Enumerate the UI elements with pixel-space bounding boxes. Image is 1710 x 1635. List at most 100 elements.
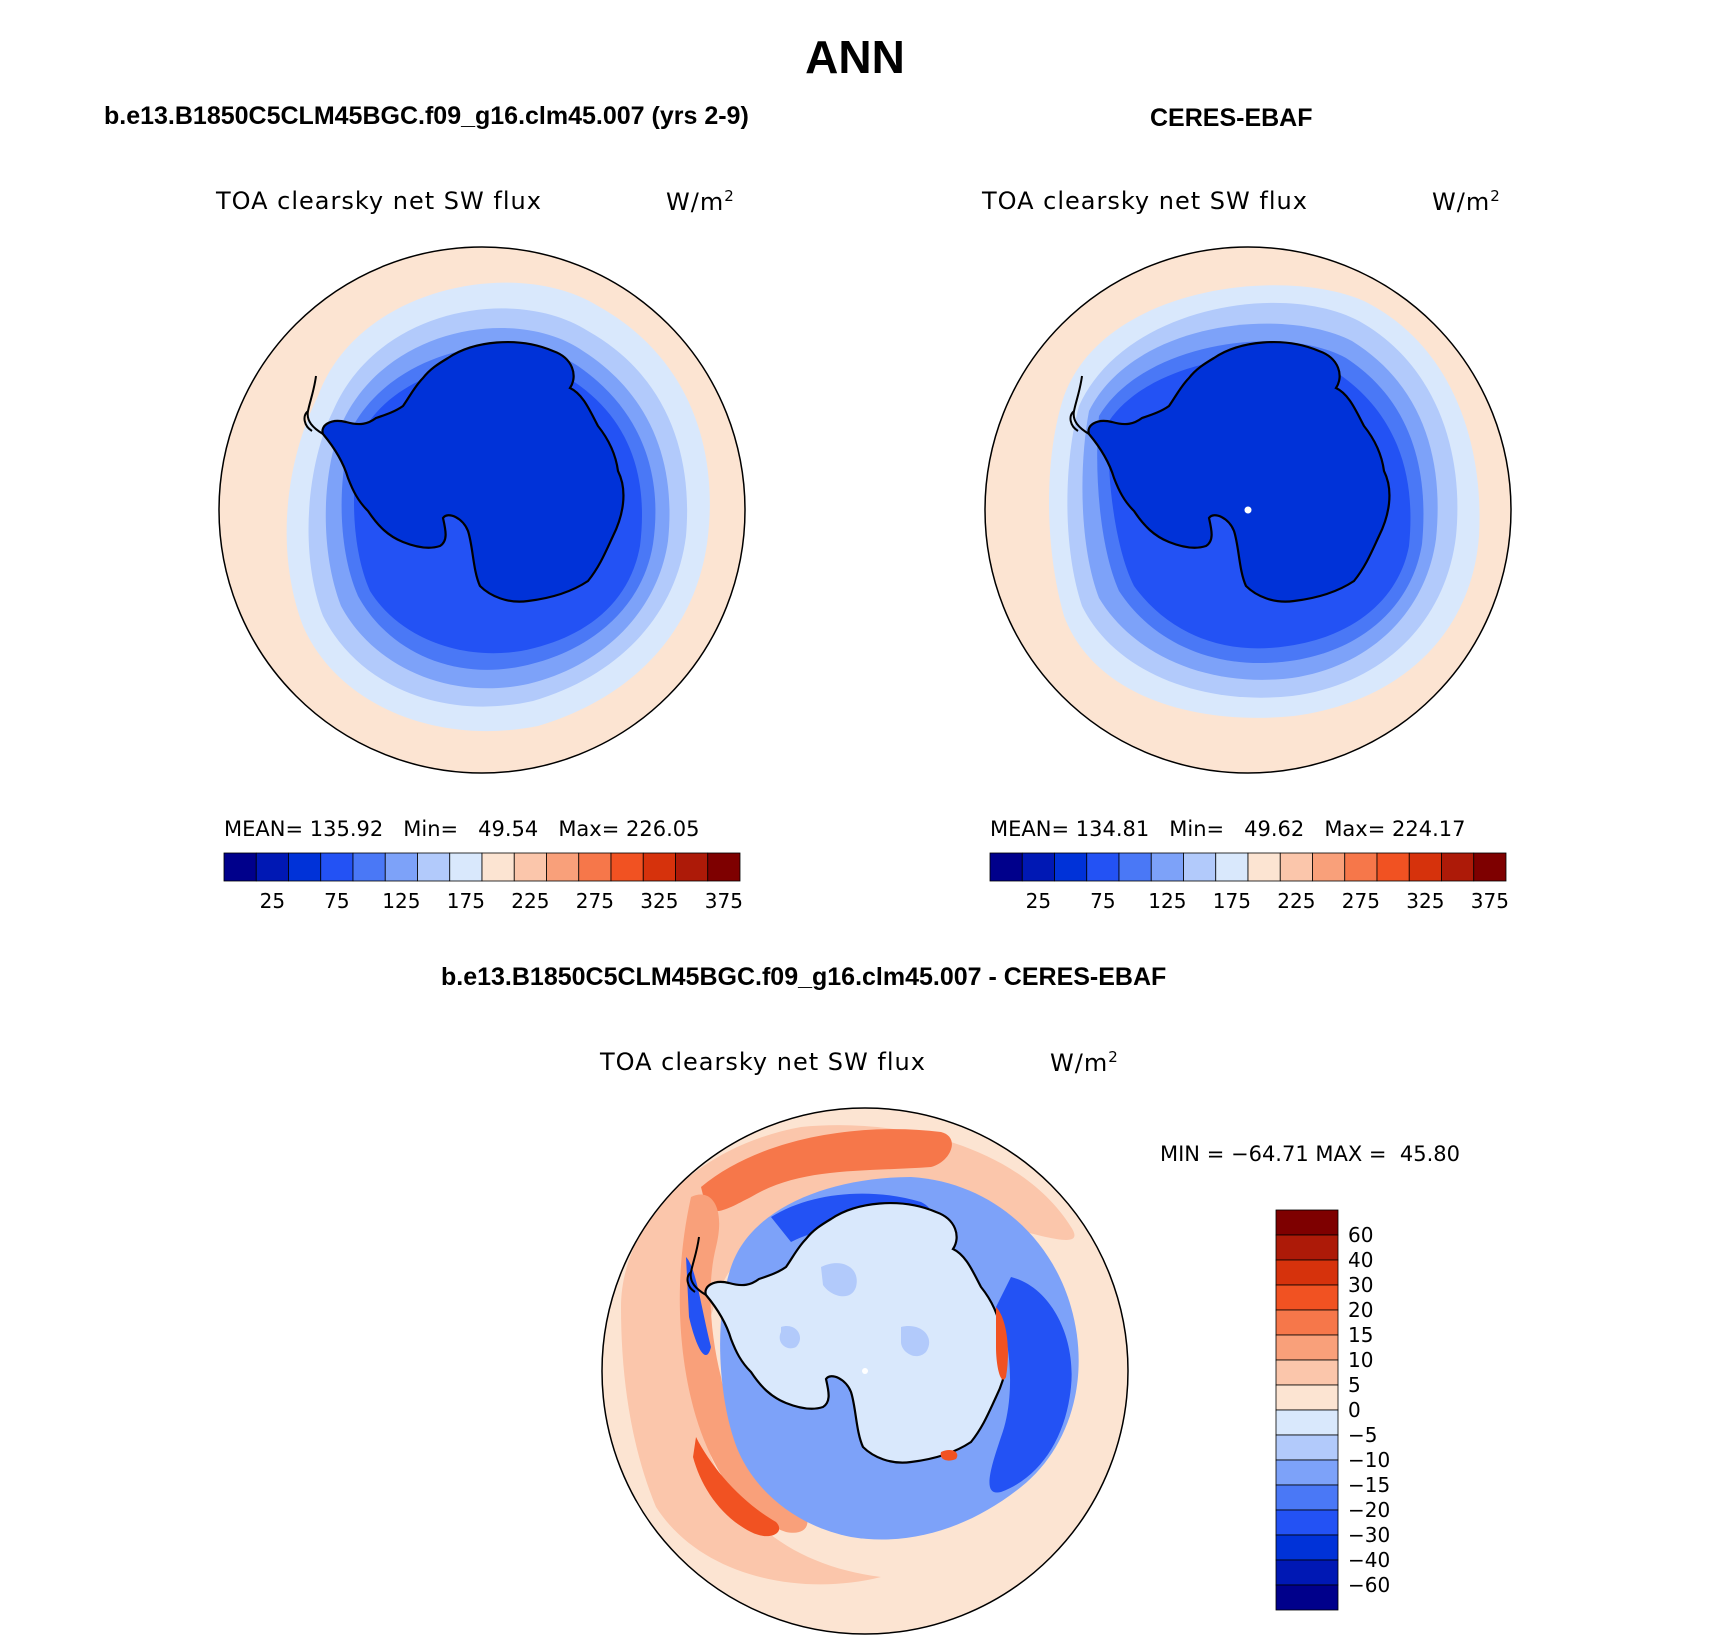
panel1-colorbar-swatch xyxy=(417,852,451,882)
panel2-stats: MEAN= 134.81 Min= 49.62 Max= 224.17 xyxy=(990,817,1466,841)
panel1-colorbar-swatch xyxy=(578,852,612,882)
panel2-title: CERES-EBAF xyxy=(1150,104,1313,132)
figure-title: ANN xyxy=(805,31,905,83)
diff-colorbar-tick-label: 40 xyxy=(1348,1248,1374,1272)
panel1-colorbar-swatch xyxy=(675,852,709,882)
diff-colorbar-swatch xyxy=(1275,1459,1339,1486)
diff-colorbar-swatch xyxy=(1275,1284,1339,1311)
diff-colorbar-tick-label: 5 xyxy=(1348,1373,1361,1397)
panel2-units-label: W/m2 xyxy=(1432,187,1501,216)
panel2-colorbar-swatch xyxy=(1118,852,1152,882)
panel2-colorbar-tick-label: 125 xyxy=(1148,889,1187,913)
panel1-colorbar-tick-label: 175 xyxy=(446,889,485,913)
panel1-colorbar xyxy=(223,852,741,882)
panel1-peninsula xyxy=(303,375,324,435)
panel2-colorbar-swatch xyxy=(1344,852,1378,882)
diff-colorbar-tick-label: −60 xyxy=(1348,1573,1391,1597)
diff-colorbar-tick-label: 15 xyxy=(1348,1323,1374,1347)
diff-map xyxy=(601,1107,1129,1635)
diff-colorbar-swatch xyxy=(1275,1334,1339,1361)
panel1-colorbar-tick-label: 375 xyxy=(704,889,743,913)
diff-colorbar-tick-label: −10 xyxy=(1348,1448,1391,1472)
diff-colorbar-swatch xyxy=(1275,1359,1339,1386)
panel2-colorbar-tick-label: 375 xyxy=(1470,889,1509,913)
diff-colorbar-swatch xyxy=(1275,1209,1339,1236)
panel2-colorbar-swatch xyxy=(1247,852,1281,882)
diff-coastal-positive-east xyxy=(940,1307,1008,1461)
panel1-colorbar-tick-label: 75 xyxy=(324,889,350,913)
panel1-map-border xyxy=(218,246,746,774)
diff-colorbar-ticks: 60 40 30 20 15 10 5 0 −5 −10 −15 −20 −30 −40 −60 xyxy=(1348,1210,1428,1610)
diff-peninsula xyxy=(686,1236,707,1296)
diff-colorbar-swatch xyxy=(1275,1584,1339,1611)
panel2-colorbar-tick-label: 75 xyxy=(1090,889,1116,913)
diff-pole-marker xyxy=(862,1368,868,1374)
panel1-stats: MEAN= 135.92 Min= 49.54 Max= 226.05 xyxy=(224,817,700,841)
panel2-colorbar-tick-label: 175 xyxy=(1212,889,1251,913)
panel2-colorbar-swatch xyxy=(1054,852,1088,882)
panel2-colorbar-tick-label: 225 xyxy=(1277,889,1316,913)
diff-positive-band-north xyxy=(701,1129,952,1212)
panel1-antarctica xyxy=(321,341,625,603)
diff-colorbar-tick-label: 60 xyxy=(1348,1223,1374,1247)
diff-colorbar-tick-label: 0 xyxy=(1348,1398,1361,1422)
panel2-colorbar-tick-label: 275 xyxy=(1341,889,1380,913)
panel1-colorbar-swatch xyxy=(352,852,386,882)
panel2-variable-label: TOA clearsky net SW flux xyxy=(982,187,1308,215)
panel1-colorbar-swatch xyxy=(449,852,483,882)
panel2-colorbar-tick-label: 325 xyxy=(1406,889,1445,913)
panel2-peninsula xyxy=(1069,375,1090,435)
panel2-colorbar-swatch xyxy=(989,852,1023,882)
diff-colorbar-swatch xyxy=(1275,1234,1339,1261)
diff-colorbar-swatch xyxy=(1275,1484,1339,1511)
panel1-colorbar-tick-label: 25 xyxy=(259,889,286,913)
diff-colorbar-tick-label: −30 xyxy=(1348,1523,1391,1547)
panel1-title: b.e13.B1850C5CLM45BGC.f09_g16.clm45.007 … xyxy=(104,102,749,130)
panel1-colorbar-swatch xyxy=(513,852,547,882)
diff-minmax: MIN = −64.71 MAX = 45.80 xyxy=(1160,1142,1461,1166)
panel1-colorbar-swatch xyxy=(707,852,741,882)
diff-colorbar-swatch xyxy=(1275,1559,1339,1586)
diff-colorbar-tick-label: 30 xyxy=(1348,1273,1374,1297)
diff-colorbar-tick-label: −20 xyxy=(1348,1498,1391,1522)
panel2-colorbar-swatch xyxy=(1279,852,1313,882)
panel2-colorbar-tick-label: 25 xyxy=(1025,889,1052,913)
diff-colorbar-swatch xyxy=(1275,1384,1339,1411)
panel1-colorbar-tick-label: 125 xyxy=(382,889,421,913)
panel1-map xyxy=(218,246,746,774)
diff-inland-patches xyxy=(779,1263,930,1357)
diff-antarctica xyxy=(704,1202,1008,1464)
panel1-colorbar-tick-label: 225 xyxy=(511,889,550,913)
panel1-colorbar-swatch xyxy=(642,852,676,882)
diff-colorbar-tick-label: −5 xyxy=(1348,1423,1378,1447)
panel2-colorbar-swatch xyxy=(1376,852,1410,882)
diff-colorbar-tick-label: −15 xyxy=(1348,1473,1391,1497)
diff-negative-core-east xyxy=(989,1277,1072,1493)
panel1-colorbar-swatch xyxy=(384,852,418,882)
panel1-colorbar-tick-label: 325 xyxy=(640,889,679,913)
panel2-map-border xyxy=(984,246,1512,774)
panel2-antarctica xyxy=(1087,341,1391,603)
diff-colorbar-swatch xyxy=(1275,1509,1339,1536)
panel1-colorbar-swatch xyxy=(288,852,322,882)
panel1-variable-label: TOA clearsky net SW flux xyxy=(216,187,542,215)
diff-colorbar-swatch xyxy=(1275,1434,1339,1461)
panel2-colorbar-swatch xyxy=(1086,852,1120,882)
panel2-colorbar-swatch xyxy=(1183,852,1217,882)
panel2-colorbar-swatch xyxy=(1150,852,1184,882)
panel2-colorbar-swatch xyxy=(1312,852,1346,882)
panel2-colorbar-swatch xyxy=(1215,852,1249,882)
diff-colorbar-swatch xyxy=(1275,1309,1339,1336)
panel1-colorbar-swatch xyxy=(255,852,289,882)
panel2-colorbar-swatch xyxy=(1441,852,1475,882)
panel2-map xyxy=(984,246,1512,774)
panel2-colorbar-ticks: 25 75 125 175 225 275 325 375 xyxy=(990,889,1509,915)
diff-colorbar-swatch xyxy=(1275,1409,1339,1436)
diff-colorbar-tick-label: 20 xyxy=(1348,1298,1374,1322)
diff-colorbar-tick-label: 10 xyxy=(1348,1348,1374,1372)
panel1-colorbar-ticks: 25 75 125 175 225 275 325 375 xyxy=(224,889,743,915)
panel1-colorbar-tick-label: 275 xyxy=(575,889,614,913)
panel2-colorbar-swatch xyxy=(1021,852,1055,882)
diff-positive-core-west xyxy=(693,1437,780,1537)
diff-variable-label: TOA clearsky net SW flux xyxy=(600,1048,926,1076)
